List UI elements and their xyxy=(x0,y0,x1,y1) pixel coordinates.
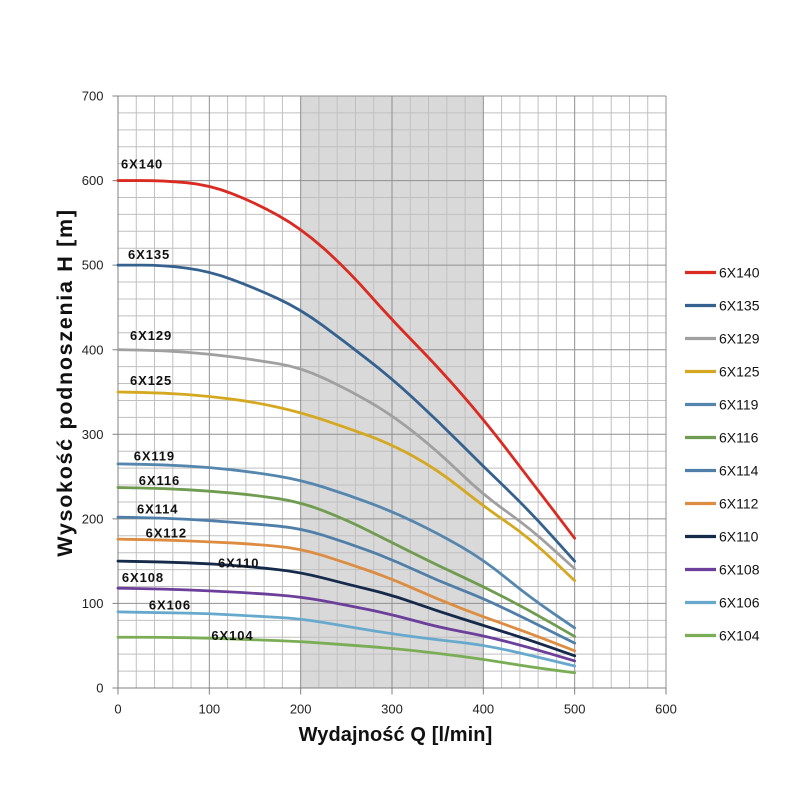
svg-text:Wysokość podnoszenia H [m]: Wysokość podnoszenia H [m] xyxy=(53,208,77,556)
svg-text:6X140: 6X140 xyxy=(719,265,760,281)
svg-text:700: 700 xyxy=(82,89,104,104)
svg-text:6X108: 6X108 xyxy=(719,562,760,578)
svg-text:6X106: 6X106 xyxy=(149,598,191,613)
svg-text:6X119: 6X119 xyxy=(719,397,759,413)
svg-text:600: 600 xyxy=(655,702,677,717)
svg-text:6X114: 6X114 xyxy=(719,463,759,479)
svg-text:200: 200 xyxy=(82,511,104,526)
svg-text:400: 400 xyxy=(82,342,104,357)
svg-text:6X135: 6X135 xyxy=(719,298,760,314)
svg-text:6X125: 6X125 xyxy=(719,364,760,380)
svg-text:6X110: 6X110 xyxy=(719,529,759,545)
svg-text:6X104: 6X104 xyxy=(211,628,253,643)
svg-text:500: 500 xyxy=(82,258,104,273)
svg-text:6X112: 6X112 xyxy=(146,525,187,540)
svg-text:6X119: 6X119 xyxy=(134,449,175,464)
svg-text:600: 600 xyxy=(82,173,104,188)
svg-text:0: 0 xyxy=(96,681,103,696)
svg-text:100: 100 xyxy=(198,702,220,717)
svg-text:100: 100 xyxy=(82,596,104,611)
svg-text:6X116: 6X116 xyxy=(719,430,759,446)
svg-text:400: 400 xyxy=(472,702,494,717)
svg-text:300: 300 xyxy=(381,702,403,717)
svg-text:6X114: 6X114 xyxy=(137,501,178,516)
svg-text:6X116: 6X116 xyxy=(139,473,180,488)
svg-text:200: 200 xyxy=(290,702,312,717)
svg-text:6X129: 6X129 xyxy=(719,331,760,347)
svg-text:6X125: 6X125 xyxy=(130,373,172,388)
svg-text:6X108: 6X108 xyxy=(122,570,164,585)
svg-text:300: 300 xyxy=(82,427,104,442)
svg-text:0: 0 xyxy=(114,702,121,717)
svg-text:6X135: 6X135 xyxy=(128,247,170,262)
svg-text:6X110: 6X110 xyxy=(218,556,259,571)
svg-text:6X104: 6X104 xyxy=(719,628,760,644)
svg-text:6X106: 6X106 xyxy=(719,595,760,611)
svg-text:500: 500 xyxy=(564,702,586,717)
svg-text:6X112: 6X112 xyxy=(719,496,759,512)
svg-text:6X140: 6X140 xyxy=(121,157,163,172)
svg-text:Wydajność Q [l/min]: Wydajność Q [l/min] xyxy=(299,724,493,746)
svg-text:6X129: 6X129 xyxy=(130,328,172,343)
